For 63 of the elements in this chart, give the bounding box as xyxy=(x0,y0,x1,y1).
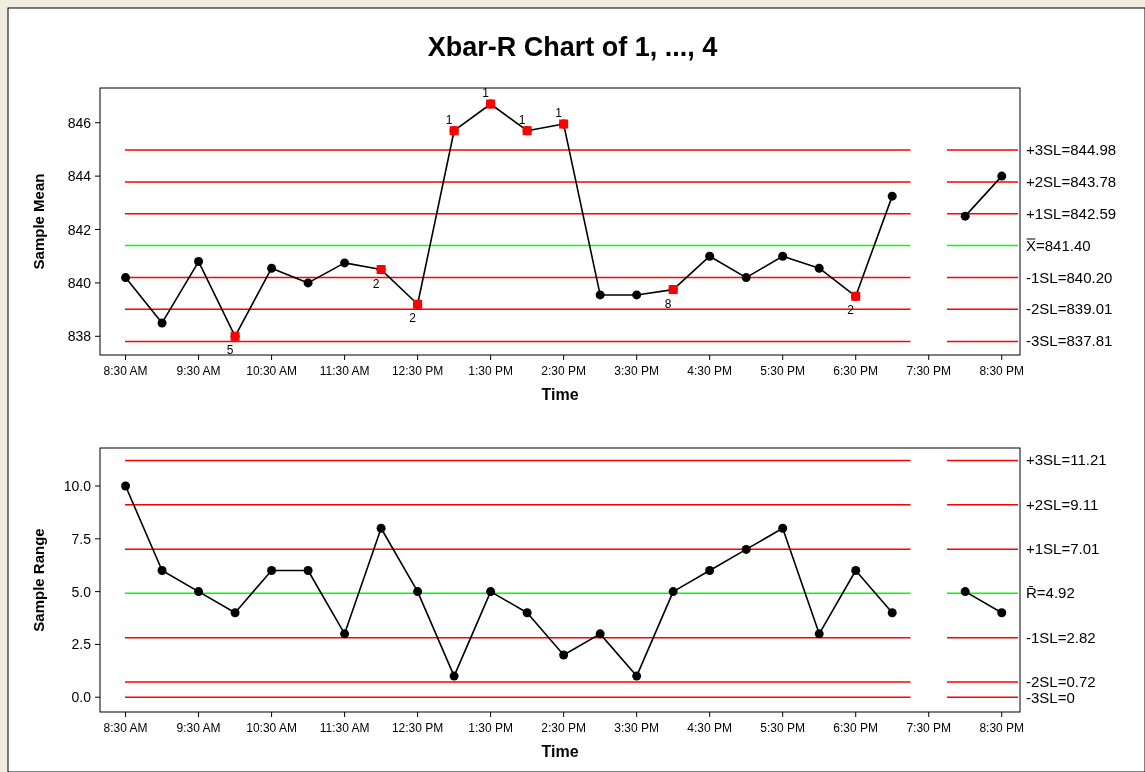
y-axis-title: Sample Mean xyxy=(30,173,47,270)
x-tick-label: 4:30 PM xyxy=(687,721,733,735)
x-tick-label: 7:30 PM xyxy=(906,364,952,378)
annotation: 1 xyxy=(555,106,563,121)
x-tick-label: 2:30 PM xyxy=(541,721,586,735)
y-axis-title: Sample Range xyxy=(30,528,47,632)
x-tick-label: 1:30 PM xyxy=(468,721,513,735)
x-tick-label: 5:30 PM xyxy=(760,721,806,735)
ref-line-label: -3SL=0 xyxy=(1026,689,1075,707)
ref-line-label: X̿=841.40 xyxy=(1025,236,1091,254)
annotation: 1 xyxy=(518,112,526,127)
annotation: 5 xyxy=(226,343,234,358)
y-tick-label: 840 xyxy=(67,274,92,291)
x-tick-label: 10:30 AM xyxy=(246,364,297,378)
annotation: 2 xyxy=(409,311,417,326)
y-tick-label: 844 xyxy=(67,168,92,185)
ref-line-label: +2SL=843.78 xyxy=(1026,172,1117,190)
x-tick-label: 3:30 PM xyxy=(614,364,660,378)
ref-line-label: +3SL=11.21 xyxy=(1026,451,1107,469)
x-tick-label: 7:30 PM xyxy=(906,721,952,735)
x-tick-label: 9:30 AM xyxy=(176,364,221,378)
x-tick-label: 10:30 AM xyxy=(246,721,297,735)
x-tick-label: 8:30 AM xyxy=(103,721,148,735)
x-tick-label: 11:30 AM xyxy=(319,364,370,378)
x-axis-title: Time xyxy=(541,386,579,403)
x-tick-label: 8:30 PM xyxy=(979,364,1025,378)
ref-line-label: +1SL=7.01 xyxy=(1026,540,1100,558)
ref-line-label: +2SL=9.11 xyxy=(1026,495,1099,513)
ref-line-label: +1SL=842.59 xyxy=(1026,204,1117,222)
annotation: 8 xyxy=(664,296,672,311)
y-tick-label: 2.5 xyxy=(71,636,92,653)
ref-line-label: +3SL=844.98 xyxy=(1026,140,1117,158)
y-tick-label: 0.0 xyxy=(71,689,92,706)
annotation: 2 xyxy=(372,276,380,291)
x-tick-label: 1:30 PM xyxy=(468,364,513,378)
y-tick-label: 842 xyxy=(67,221,92,238)
y-tick-label: 838 xyxy=(67,328,92,345)
y-tick-label: 7.5 xyxy=(71,530,92,547)
x-tick-label: 6:30 PM xyxy=(833,364,879,378)
ref-line-label: -1SL=840.20 xyxy=(1026,268,1113,286)
x-tick-label: 8:30 AM xyxy=(103,364,148,378)
x-tick-label: 2:30 PM xyxy=(541,364,586,378)
x-tick-label: 3:30 PM xyxy=(614,721,660,735)
chart-title: Xbar-R Chart of 1, ..., 4 xyxy=(427,32,718,62)
x-tick-label: 12:30 PM xyxy=(391,721,444,735)
ref-line-label: -2SL=0.72 xyxy=(1026,673,1096,691)
y-tick-label: 5.0 xyxy=(71,583,92,600)
x-axis-title: Time xyxy=(541,743,579,760)
y-tick-label: 10.0 xyxy=(63,478,92,495)
annotation: 1 xyxy=(482,86,490,101)
ref-line-label: R̄=4.92 xyxy=(1026,584,1075,602)
x-tick-label: 9:30 AM xyxy=(176,721,221,735)
annotation: 1 xyxy=(445,112,453,127)
x-tick-label: 6:30 PM xyxy=(833,721,879,735)
ref-line-label: -3SL=837.81 xyxy=(1026,332,1113,350)
ref-line-label: -2SL=839.01 xyxy=(1026,300,1113,318)
x-tick-label: 4:30 PM xyxy=(687,364,733,378)
x-tick-label: 5:30 PM xyxy=(760,364,806,378)
y-tick-label: 846 xyxy=(67,114,92,131)
x-tick-label: 12:30 PM xyxy=(391,364,444,378)
ref-line-label: -1SL=2.82 xyxy=(1026,628,1096,646)
x-tick-label: 11:30 AM xyxy=(319,721,370,735)
x-tick-label: 8:30 PM xyxy=(979,721,1025,735)
